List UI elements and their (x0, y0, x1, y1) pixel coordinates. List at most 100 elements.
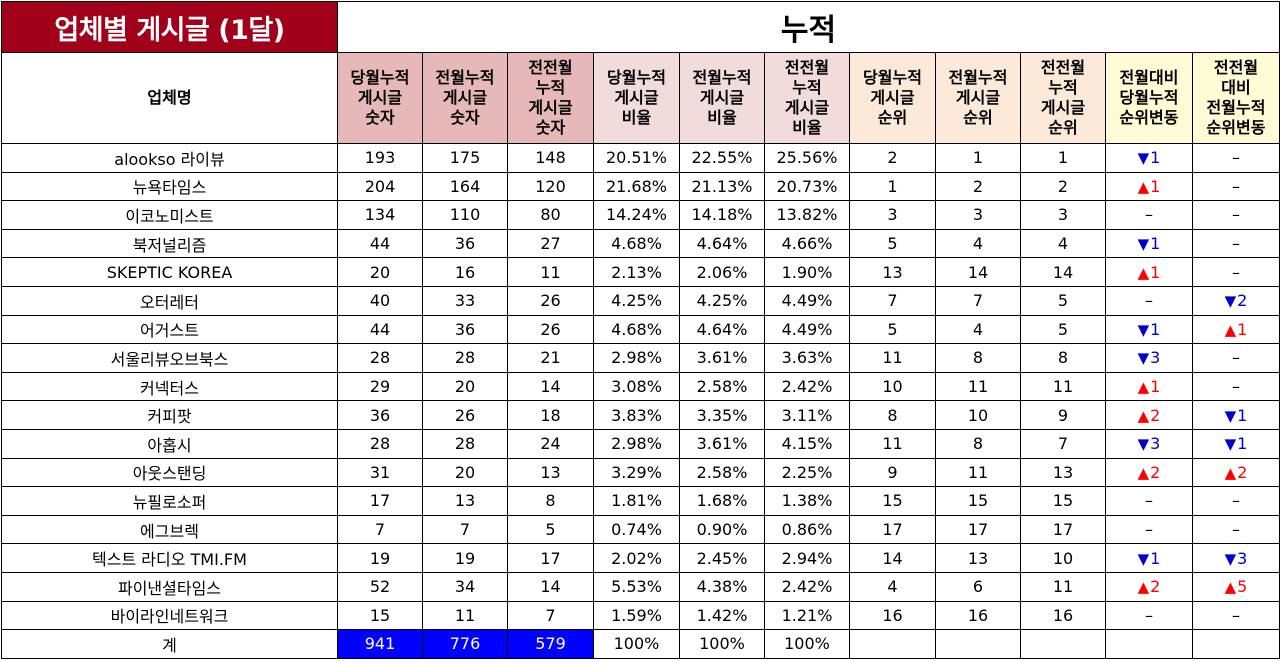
ratio-current: 4.25% (593, 285, 680, 316)
total-empty-cell (1105, 629, 1193, 659)
header-company: 업체명 (1, 52, 338, 144)
count-prev: 11 (422, 600, 508, 631)
rank-change-current: ▼1 (1105, 314, 1193, 345)
rank-prev: 14 (935, 257, 1021, 287)
rank-change-value: 1 (1150, 377, 1161, 397)
ratio-current: 14.24% (593, 200, 680, 230)
count-prev2: 26 (507, 285, 594, 316)
count-prev2: 21 (507, 343, 594, 373)
triangle-down-icon: ▼ (1137, 235, 1150, 254)
triangle-up-icon: ▲ (1137, 263, 1150, 282)
count-prev: 34 (422, 571, 508, 602)
ratio-prev2: 4.49% (764, 314, 850, 345)
total-count-prev: 776 (422, 629, 508, 659)
rank-change-prev: – (1192, 343, 1280, 373)
rank-current: 3 (849, 200, 936, 230)
count-prev2: 27 (507, 228, 594, 259)
rank-prev2: 7 (1020, 428, 1106, 459)
rank-change-current: ▼3 (1105, 343, 1193, 373)
rank-change-current: ▼3 (1105, 428, 1193, 459)
rank-current: 13 (849, 257, 936, 287)
count-current: 134 (337, 200, 423, 230)
rank-prev2: 10 (1020, 543, 1106, 573)
company-name: 파이낸셜타임스 (1, 571, 338, 602)
count-prev2: 26 (507, 314, 594, 345)
rank-change-current: ▲1 (1105, 257, 1193, 287)
count-prev: 16 (422, 257, 508, 287)
count-prev2: 13 (507, 457, 594, 488)
header-ratio-current: 당월누적 게시글 비율 (593, 52, 680, 144)
ratio-current: 0.74% (593, 514, 680, 545)
triangle-up-icon: ▲ (1137, 378, 1150, 397)
rank-change-prev: – (1192, 143, 1280, 173)
triangle-down-icon: ▼ (1137, 149, 1150, 168)
table-row: 커넥터스 29 20 14 3.08% 2.58% 2.42% 10 11 11 ▲1– (1, 371, 1280, 402)
ratio-prev: 2.58% (679, 371, 765, 402)
rank-change-prev: – (1192, 228, 1280, 259)
rank-current: 14 (849, 543, 936, 573)
rank-prev: 4 (935, 228, 1021, 259)
count-current: 31 (337, 457, 423, 488)
rank-change-current: ▲1 (1105, 371, 1193, 402)
total-count-prev2: 579 (507, 629, 594, 659)
count-prev2: 148 (507, 143, 594, 173)
no-change-dash: – (1232, 148, 1240, 168)
rank-prev: 3 (935, 200, 1021, 230)
rank-change-current: ▼1 (1105, 228, 1193, 259)
rank-change-value: 1 (1237, 405, 1248, 425)
triangle-down-icon: ▼ (1224, 406, 1237, 425)
triangle-down-icon: ▼ (1224, 292, 1237, 311)
table-row: SKEPTIC KOREA 20 16 11 2.13% 2.06% 1.90% 13 14 14… (1, 257, 1280, 287)
rank-prev2: 16 (1020, 600, 1106, 631)
company-name: 서울리뷰오브북스 (1, 343, 338, 373)
ratio-prev2: 2.42% (764, 371, 850, 402)
no-change-dash: – (1232, 205, 1240, 225)
header-ratio-prev2: 전전월 누적 게시글 비율 (764, 52, 850, 144)
rank-change-current: – (1105, 600, 1193, 631)
ratio-current: 1.59% (593, 600, 680, 631)
count-prev: 20 (422, 371, 508, 402)
company-name: 이코노미스트 (1, 200, 338, 230)
rank-current: 11 (849, 428, 936, 459)
rank-change-value: 3 (1237, 548, 1248, 568)
count-prev: 19 (422, 543, 508, 573)
rank-change-prev: – (1192, 371, 1280, 402)
rank-current: 5 (849, 314, 936, 345)
count-prev: 164 (422, 171, 508, 202)
table-row: 아홉시 28 28 24 2.98% 3.61% 4.15% 11 8 7 ▼3 ▼1 (1, 428, 1280, 459)
rank-change-prev: ▲2 (1192, 457, 1280, 488)
rank-change-value: 1 (1237, 319, 1248, 339)
company-name: 뉴욕타임스 (1, 171, 338, 202)
count-current: 17 (337, 486, 423, 516)
triangle-down-icon: ▼ (1137, 435, 1150, 454)
count-prev: 28 (422, 428, 508, 459)
rank-current: 10 (849, 371, 936, 402)
header-rank-current: 당월누적 게시글 순위 (849, 52, 936, 144)
rank-prev: 11 (935, 457, 1021, 488)
header-count-prev2: 전전월 누적 게시글 숫자 (507, 52, 594, 144)
header-row: 업체명 당월누적 게시글 숫자 전월누적 게시글 숫자 전전월 누적 게시글 숫자 당월누적 게시글 비율… (1, 52, 1280, 144)
no-change-dash: – (1145, 520, 1153, 540)
ratio-prev2: 3.11% (764, 400, 850, 430)
no-change-dash: – (1145, 291, 1153, 311)
company-name: 어거스트 (1, 314, 338, 345)
rank-prev2: 5 (1020, 314, 1106, 345)
rank-change-prev: – (1192, 200, 1280, 230)
rank-change-current: ▲2 (1105, 571, 1193, 602)
header-change-prev: 전전월 대비 전월누적 순위변동 (1192, 52, 1280, 144)
company-name: 커넥터스 (1, 371, 338, 402)
triangle-down-icon: ▼ (1224, 435, 1237, 454)
header-rank-prev: 전월누적 게시글 순위 (935, 52, 1021, 144)
table-row: 오터레터 40 33 26 4.25% 4.25% 4.49% 7 7 5– ▼2 (1, 285, 1280, 316)
rank-prev2: 4 (1020, 228, 1106, 259)
triangle-up-icon: ▲ (1137, 578, 1150, 597)
rank-change-current: ▲2 (1105, 457, 1193, 488)
ratio-current: 3.83% (593, 400, 680, 430)
table-row: 커피팟 36 26 18 3.83% 3.35% 3.11% 8 10 9 ▲2 ▼1 (1, 400, 1280, 430)
rank-current: 8 (849, 400, 936, 430)
count-current: 193 (337, 143, 423, 173)
ratio-prev2: 2.94% (764, 543, 850, 573)
rank-change-prev: ▲1 (1192, 314, 1280, 345)
ratio-current: 2.98% (593, 343, 680, 373)
header-count-current: 당월누적 게시글 숫자 (337, 52, 423, 144)
